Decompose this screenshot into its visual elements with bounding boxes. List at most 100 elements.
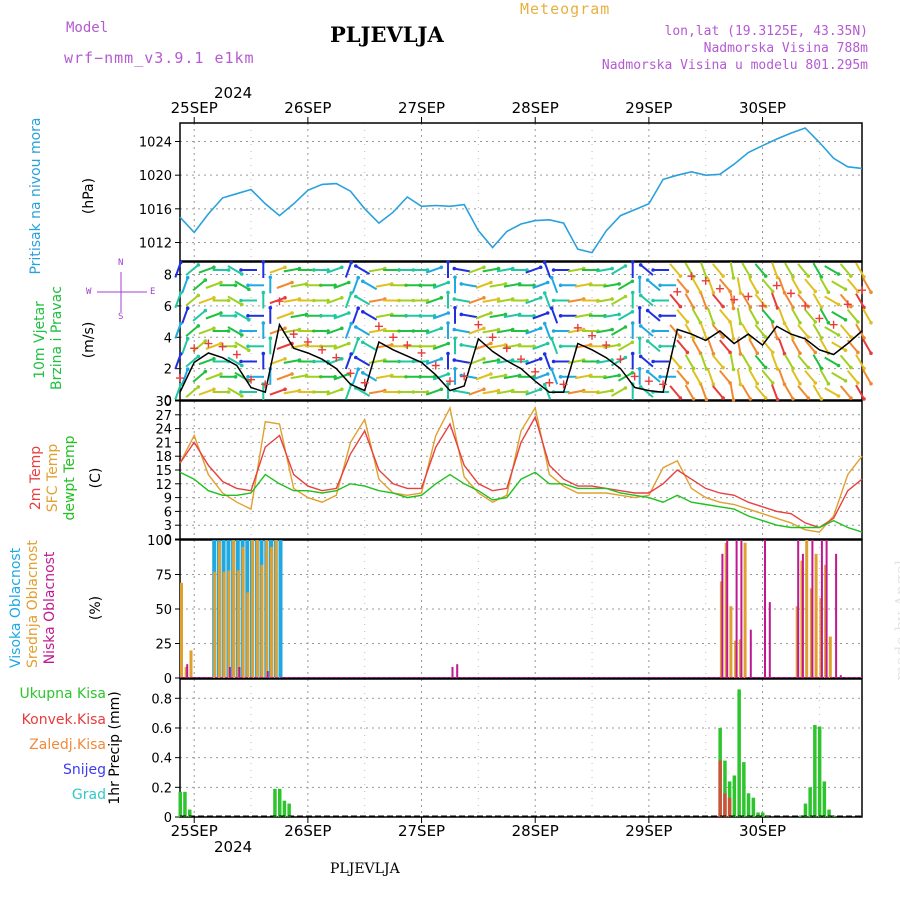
wind-arrow-head <box>551 359 556 364</box>
wind-arrow <box>647 279 661 292</box>
ytick-label: 1016 <box>139 203 172 218</box>
model-label: Model <box>66 20 109 36</box>
wind-arrow <box>684 323 695 339</box>
wind-arrow <box>748 277 759 293</box>
gust-marker <box>588 331 597 340</box>
ytick-label: 18 <box>155 450 172 465</box>
wind-arrow-head <box>721 335 725 339</box>
wind-arrow <box>425 296 442 305</box>
wind-arrow-head <box>791 366 795 371</box>
wind-arrow-head <box>212 357 216 361</box>
wind-arrow-head <box>219 341 223 346</box>
wind-arrow-head <box>459 312 464 317</box>
total-rain-bar <box>278 788 282 817</box>
wind-arrow-head <box>755 290 760 295</box>
wind-arrow-head <box>196 385 201 389</box>
gust-marker <box>389 333 398 342</box>
total-rain-bar <box>751 797 756 817</box>
wind-arrow-head <box>678 335 683 339</box>
wind-arrow-head <box>685 289 690 294</box>
wind-arrow <box>729 322 735 340</box>
wind-arrow <box>362 341 378 352</box>
wind-arrow-head <box>261 351 266 356</box>
ytick-label: 0.2 <box>151 781 172 796</box>
cloud-bar-mid <box>265 540 269 678</box>
wind-arrow-head <box>240 302 244 307</box>
gust-marker <box>701 276 710 285</box>
wind-arrow-head <box>869 381 873 386</box>
cloud-bar-low <box>835 553 838 678</box>
wind-arrow-head <box>862 275 866 279</box>
wind-arrow <box>503 313 520 319</box>
cloud-bar-mid <box>270 546 273 678</box>
wind-arrow-head <box>638 324 643 328</box>
cloud-bar-high <box>278 540 283 678</box>
wind-arrow-head <box>446 382 450 386</box>
wind-arrow-head <box>549 275 554 280</box>
wind-arrow <box>475 342 492 350</box>
gust-marker <box>744 292 753 301</box>
cloud-bar-low <box>764 540 766 678</box>
wind-arrow-head <box>869 320 873 325</box>
wind-arrow <box>846 278 859 293</box>
wind-arrow <box>543 292 552 309</box>
ytick-label: 6 <box>164 300 172 315</box>
wind-arrow-head <box>542 352 547 356</box>
wind-arrow-head <box>446 290 450 295</box>
wind-arrow <box>831 280 847 291</box>
ytick-label: 4 <box>164 331 172 346</box>
wind-arrow-head <box>651 298 655 303</box>
wind-arrow-head <box>630 371 635 375</box>
wind-arrow-head <box>196 293 201 298</box>
total-rain-bar <box>282 800 287 817</box>
wind-arrow <box>647 309 661 322</box>
wind-arrow-head <box>212 326 216 331</box>
wind-arrow <box>791 338 801 354</box>
wind-arrow-head <box>545 311 550 315</box>
ytick-label: 3 <box>164 519 172 534</box>
wind-arrow <box>454 298 471 303</box>
xtick-label-bottom: 30SEP <box>739 822 786 840</box>
wind-arrow-head <box>439 326 444 331</box>
cloud-bar-low <box>228 667 231 678</box>
wind-arrow-head <box>826 290 831 295</box>
cloud-bar-low <box>768 602 771 678</box>
wind-arrow-head <box>651 329 655 333</box>
legend-freezing-rain: Zaledj.Kisa <box>29 737 106 753</box>
wind-arrow <box>824 356 840 367</box>
wind-arrow <box>550 338 559 355</box>
gust-marker <box>204 339 213 348</box>
wind-arrow-head <box>856 350 860 355</box>
xtick-label-top: 26SEP <box>284 99 331 117</box>
wind-arrow <box>729 353 735 370</box>
wind-arrow <box>831 341 847 352</box>
gust-marker <box>474 320 483 329</box>
cloud-bar-mid <box>227 570 231 678</box>
wind-arrow-head <box>226 390 231 394</box>
wind-arrow <box>618 341 633 352</box>
wind-arrow-head <box>843 287 848 292</box>
wind-arrow <box>819 277 830 293</box>
wind-arrow-head <box>268 275 273 280</box>
cloud-bar-mid <box>814 553 818 678</box>
wind-arrow <box>344 262 353 278</box>
cloud-bar-low <box>266 671 269 678</box>
year-top: 2024 <box>214 84 253 102</box>
wind-arrow-head <box>268 336 273 341</box>
gust-marker <box>488 333 497 342</box>
wind-arrow <box>748 369 759 385</box>
ytick-label: 25 <box>155 638 172 653</box>
wind-arrow <box>855 262 865 278</box>
model-elevation-label: Nadmorska Visina u modelu 801.295m <box>601 58 868 73</box>
wind-arrow-head <box>283 265 287 270</box>
wind-arrow <box>368 328 385 334</box>
wind-arrow-head <box>354 355 358 360</box>
wind-arrow-head <box>545 341 550 346</box>
wind-arrow <box>778 368 786 385</box>
wind-arrow-head <box>542 291 547 295</box>
total-rain-bar <box>178 791 182 817</box>
wind-arrow-head <box>826 320 831 325</box>
total-rain-bar <box>746 793 751 817</box>
wind-arrow <box>824 387 840 397</box>
wind-arrow-head <box>862 397 866 401</box>
